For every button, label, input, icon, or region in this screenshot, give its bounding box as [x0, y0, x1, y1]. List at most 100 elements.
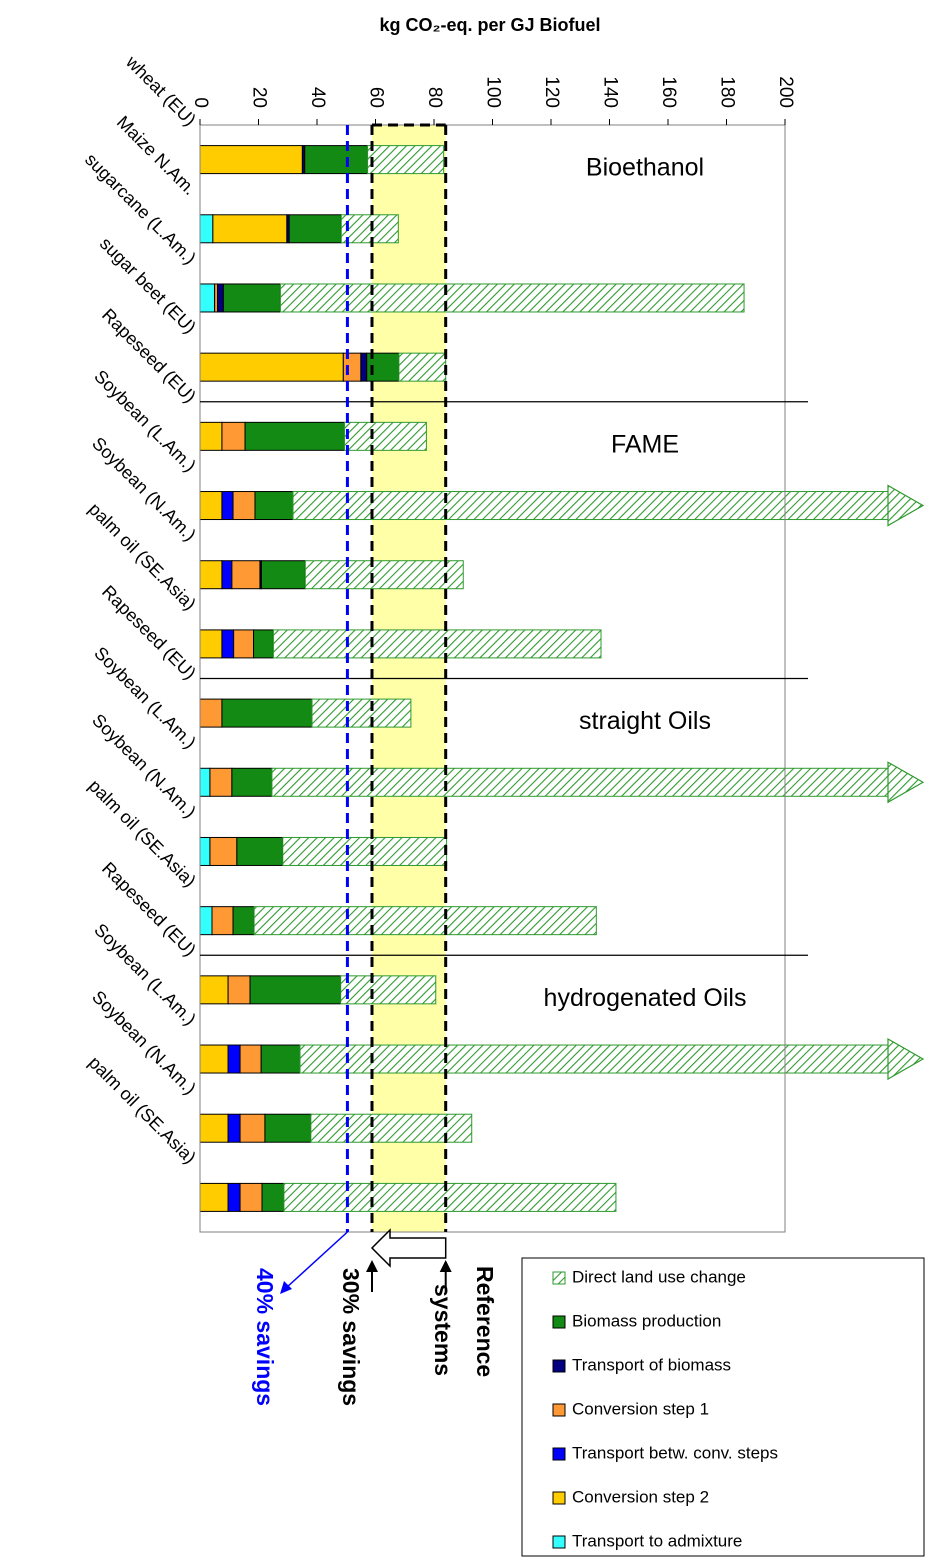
bar-segment	[211, 906, 234, 936]
group-label: hydrogenated Oils	[544, 984, 747, 1012]
bar-segment	[199, 1182, 229, 1212]
bar-segment	[261, 1182, 285, 1212]
pointer-head	[439, 1260, 452, 1272]
bar-segment	[212, 214, 288, 244]
bar-segment	[199, 352, 344, 382]
bar-segment	[239, 1182, 263, 1212]
bar-segment	[360, 352, 368, 382]
bar-segment	[199, 836, 211, 866]
bar-segment	[398, 352, 447, 382]
bar-segment	[199, 975, 229, 1005]
bar-segment	[239, 1044, 262, 1074]
x-tick-label: 160	[658, 76, 679, 108]
pointer-head	[280, 1281, 292, 1294]
bar-segment	[199, 560, 223, 590]
x-axis-title: kg CO₂-eq. per GJ Biofuel	[379, 15, 600, 35]
bar-segment	[227, 1044, 241, 1074]
legend-swatch	[552, 1535, 566, 1549]
pointer	[285, 1231, 348, 1289]
overflow-arrow	[887, 1037, 925, 1081]
legend-label: Conversion step 2	[572, 1487, 709, 1506]
bar-segment	[232, 906, 255, 936]
bar-segment	[304, 560, 464, 590]
bar-segment	[288, 214, 342, 244]
bar-segment	[227, 975, 251, 1005]
overflow-arrow	[887, 484, 925, 527]
bar-segment	[279, 283, 745, 313]
x-tick-label: 100	[482, 76, 503, 108]
legend-swatch	[552, 1447, 566, 1461]
bar-segment	[282, 836, 448, 866]
group-label: straight Oils	[579, 707, 711, 735]
bar-segment	[343, 421, 427, 451]
bar-segment	[260, 1044, 301, 1074]
bar-segment	[199, 421, 223, 451]
bar-segment	[221, 698, 313, 728]
legend-label: Transport to admixture	[572, 1531, 742, 1550]
bar-segment	[231, 560, 261, 590]
bar-segment	[253, 906, 597, 936]
bar-segment	[231, 767, 273, 797]
bar-segment	[199, 1113, 229, 1143]
x-tick-label: 120	[541, 76, 562, 108]
legend-swatch	[552, 1403, 566, 1417]
bar-segment	[217, 283, 224, 313]
legend-label: Transport of biomass	[572, 1355, 731, 1374]
legend-box	[521, 1257, 925, 1557]
x-tick-label: 60	[365, 87, 386, 108]
legend-swatch	[552, 1271, 566, 1285]
x-tick-label: 0	[190, 97, 211, 108]
bar-segment	[304, 145, 369, 175]
bar-segment	[340, 214, 399, 244]
legend-label: Direct land use change	[572, 1267, 746, 1286]
bar-segment	[244, 421, 345, 451]
bar-segment	[232, 491, 256, 521]
bar-segment	[221, 491, 234, 521]
bar-segment	[283, 1182, 617, 1212]
bar-segment	[264, 1113, 312, 1143]
bar-segment	[199, 283, 216, 313]
legend-label: Conversion step 1	[572, 1399, 709, 1418]
bar-segment	[260, 560, 306, 590]
bar-segment	[199, 698, 223, 728]
bar-segment	[340, 975, 437, 1005]
legend-label: Biomass production	[572, 1311, 721, 1330]
bar-segment	[236, 836, 284, 866]
bar-segment	[221, 629, 235, 659]
x-tick-label: 200	[775, 76, 796, 108]
bar-segment	[221, 560, 233, 590]
bar-segment	[367, 145, 445, 175]
bar-segment	[253, 629, 274, 659]
x-tick-label: 140	[599, 76, 620, 108]
reference-label: Reference	[472, 1266, 498, 1377]
bar-segment	[199, 145, 303, 175]
bar-segment	[199, 767, 211, 797]
bar-segment	[227, 1113, 241, 1143]
bar-segment	[311, 698, 412, 728]
x-tick-label: 20	[248, 87, 269, 108]
x-tick-label: 80	[424, 87, 445, 108]
bar-segment	[199, 214, 214, 244]
reference-label: 40% savings	[252, 1268, 278, 1406]
bar-segment	[310, 1113, 473, 1143]
group-label: Bioethanol	[586, 154, 704, 182]
legend-swatch	[552, 1315, 566, 1329]
bar-segment	[239, 1113, 266, 1143]
legend-label: Transport betw. conv. steps	[572, 1443, 778, 1462]
legend-swatch	[552, 1491, 566, 1505]
reference-label: systems	[430, 1284, 456, 1376]
bar-segment	[209, 836, 238, 866]
bar-segment	[199, 906, 213, 936]
x-tick-label: 180	[716, 76, 737, 108]
bar-segment	[221, 421, 246, 451]
bar-segment	[233, 629, 255, 659]
legend-swatch	[552, 1359, 566, 1373]
bar-segment	[272, 629, 602, 659]
bar-segment	[271, 767, 889, 797]
savings-arrow	[370, 1228, 447, 1268]
bar-segment	[299, 1044, 889, 1074]
pointer-head	[365, 1260, 378, 1272]
bar-segment	[292, 491, 889, 521]
x-tick-label: 40	[307, 87, 328, 108]
